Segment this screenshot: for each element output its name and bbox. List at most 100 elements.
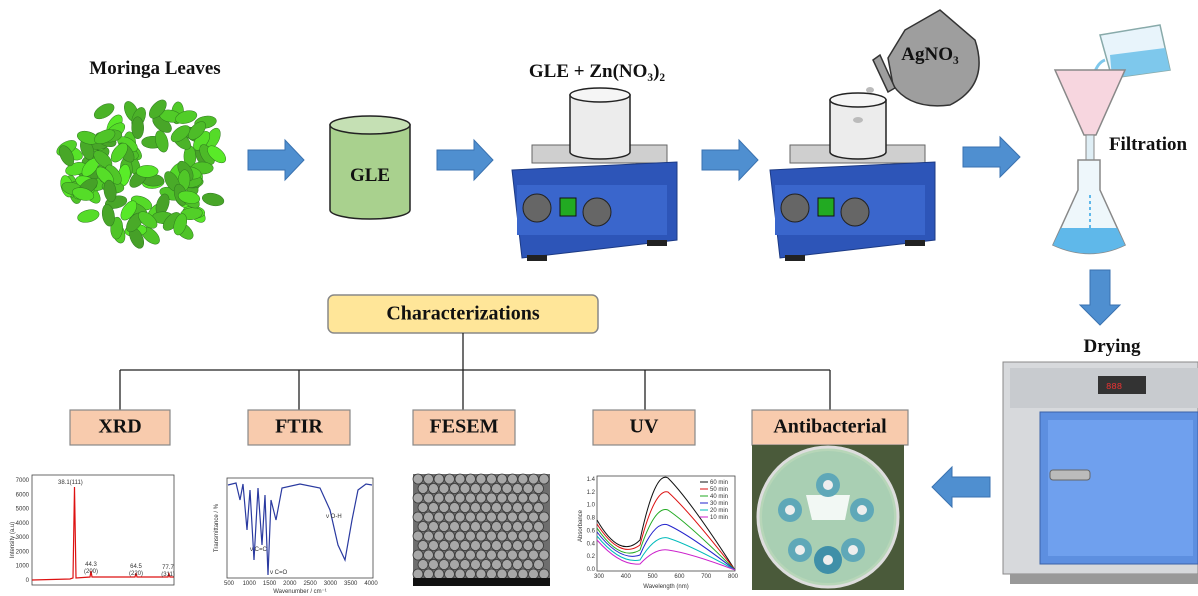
xrd-plot [32, 475, 174, 585]
particle [497, 550, 507, 560]
particle [455, 569, 465, 579]
particle [424, 550, 434, 560]
uv-x-tick-label: 400 [621, 574, 632, 580]
particle [466, 569, 476, 579]
particle [529, 569, 539, 579]
particle [513, 541, 523, 551]
foot [527, 255, 547, 261]
particle [439, 503, 449, 513]
particle [413, 550, 423, 560]
particle [534, 560, 544, 570]
beaker [830, 87, 886, 159]
ftir-x-tick-label: 3500 [344, 581, 358, 587]
particle [418, 503, 428, 513]
particle [471, 522, 481, 532]
filtration-label: Filtration [1109, 134, 1188, 155]
particle [413, 474, 423, 484]
particle [476, 474, 486, 484]
particle [529, 512, 539, 522]
method-label: FTIR [275, 416, 323, 438]
method-label: UV [630, 416, 659, 438]
particle [513, 484, 523, 494]
particle [539, 474, 549, 484]
particle [413, 512, 423, 522]
arrow [932, 467, 990, 507]
leaflet [201, 191, 225, 207]
particle [497, 493, 507, 503]
particle [445, 550, 455, 560]
particle [518, 531, 528, 541]
particle [518, 569, 528, 579]
diagram: Moringa Leaves GLE GLE + Zn(NO₃)₂ AgNO₃ [0, 0, 1198, 596]
particle [445, 493, 455, 503]
particle [513, 560, 523, 570]
xrd-y-tick-label: 5000 [16, 507, 30, 513]
svg-text:888: 888 [1106, 382, 1122, 392]
particle [466, 550, 476, 560]
leaves-label: Moringa Leaves [89, 58, 220, 79]
ftir-x-tick-label: 4000 [364, 581, 378, 587]
particle [529, 531, 539, 541]
petri-dish [752, 445, 904, 590]
arrow [702, 140, 758, 180]
particle [492, 484, 502, 494]
particle [523, 503, 533, 513]
particle [481, 484, 491, 494]
moringa-leaves [54, 97, 229, 251]
particle [508, 531, 518, 541]
particle [445, 474, 455, 484]
particle [508, 493, 518, 503]
particle [518, 474, 528, 484]
particle [450, 503, 460, 513]
particle [513, 522, 523, 532]
ftir-band-label: ν O-H [326, 514, 342, 520]
switch [818, 198, 834, 216]
characterizations-title: Characterizations [386, 303, 540, 325]
gle-label: GLE [350, 165, 390, 186]
particle [539, 569, 549, 579]
particle [492, 541, 502, 551]
particle [518, 493, 528, 503]
particle [424, 569, 434, 579]
particle [487, 550, 497, 560]
particle [513, 503, 523, 513]
particle [434, 531, 444, 541]
ftir-x-tick-label: 2500 [303, 581, 317, 587]
uv-y-tick-label: 0.4 [587, 541, 596, 547]
uv-y-tick-label: 0.2 [587, 554, 596, 560]
particle [460, 484, 470, 494]
particle [523, 522, 533, 532]
particle [492, 522, 502, 532]
particle [413, 493, 423, 503]
xrd-y-tick-label: 6000 [16, 492, 30, 498]
ftir-x-label: Wavenumber / cm⁻¹ [273, 589, 327, 595]
particle [439, 484, 449, 494]
particle [424, 493, 434, 503]
particle [466, 493, 476, 503]
particle [539, 550, 549, 560]
particle [455, 550, 465, 560]
particle [502, 560, 512, 570]
particle [508, 474, 518, 484]
particle [508, 512, 518, 522]
legend-label: 20 min [710, 508, 728, 514]
particle [418, 541, 428, 551]
foot [647, 240, 667, 246]
particle [492, 503, 502, 513]
drying-oven: 888 [1003, 362, 1198, 584]
particle [476, 550, 486, 560]
particle [466, 512, 476, 522]
uv-y-tick-label: 1.2 [587, 490, 596, 496]
particle [429, 484, 439, 494]
particle [466, 531, 476, 541]
particle [476, 493, 486, 503]
knob [841, 198, 869, 226]
uv-y-label: Absorbance [578, 509, 584, 542]
particle [429, 522, 439, 532]
particle [487, 474, 497, 484]
particle [481, 522, 491, 532]
particle [534, 503, 544, 513]
particle [487, 493, 497, 503]
particle [460, 560, 470, 570]
particle [529, 550, 539, 560]
